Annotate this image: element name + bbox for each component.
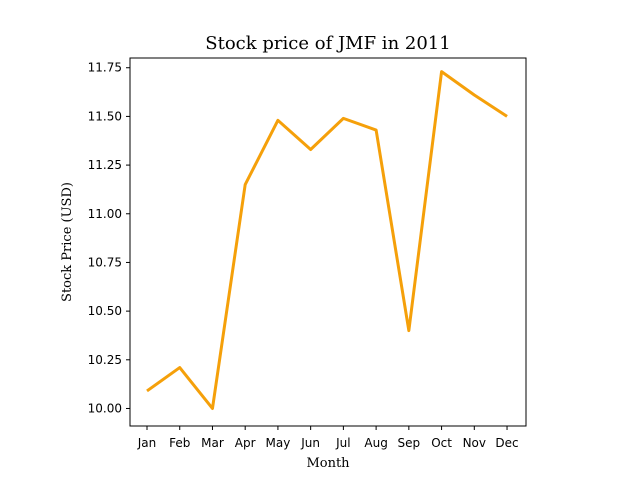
x-tick-label: Jun bbox=[300, 436, 320, 450]
y-tick-label: 11.25 bbox=[88, 158, 122, 172]
y-tick-label: 10.75 bbox=[88, 255, 122, 269]
x-axis-label: Month bbox=[306, 456, 350, 471]
x-tick-label: Jul bbox=[335, 436, 350, 450]
x-tick-label: Mar bbox=[201, 436, 224, 450]
chart-title: Stock price of JMF in 2011 bbox=[205, 33, 450, 54]
y-tick-label: 10.00 bbox=[88, 401, 122, 415]
x-tick-label: May bbox=[266, 436, 291, 450]
y-tick-label: 11.75 bbox=[88, 61, 122, 75]
y-tick-label: 11.00 bbox=[88, 207, 122, 221]
x-tick-label: Apr bbox=[235, 436, 256, 450]
plot-frame bbox=[129, 57, 527, 427]
x-tick-label: Oct bbox=[431, 436, 452, 450]
series-line bbox=[146, 70, 508, 410]
x-tick-label: Jan bbox=[137, 436, 157, 450]
x-tick-label: Sep bbox=[398, 436, 421, 450]
series-layer bbox=[146, 70, 508, 410]
y-axis-label: Stock Price (USD) bbox=[60, 182, 75, 302]
x-axis: Jan Feb Mar Apr May Jun Jul Aug Sep Oct Nov Dec bbox=[137, 426, 519, 450]
y-tick-label: 10.50 bbox=[88, 304, 122, 318]
x-tick-label: Dec bbox=[495, 436, 518, 450]
y-tick-label: 11.50 bbox=[88, 109, 122, 123]
x-tick-label: Feb bbox=[169, 436, 190, 450]
x-tick-label: Aug bbox=[364, 436, 387, 450]
y-axis: 10.00 10.25 10.50 10.75 11.00 11.25 11.50 11.75 bbox=[88, 61, 130, 415]
y-tick-label: 10.25 bbox=[88, 353, 122, 367]
x-tick-label: Nov bbox=[463, 436, 486, 450]
